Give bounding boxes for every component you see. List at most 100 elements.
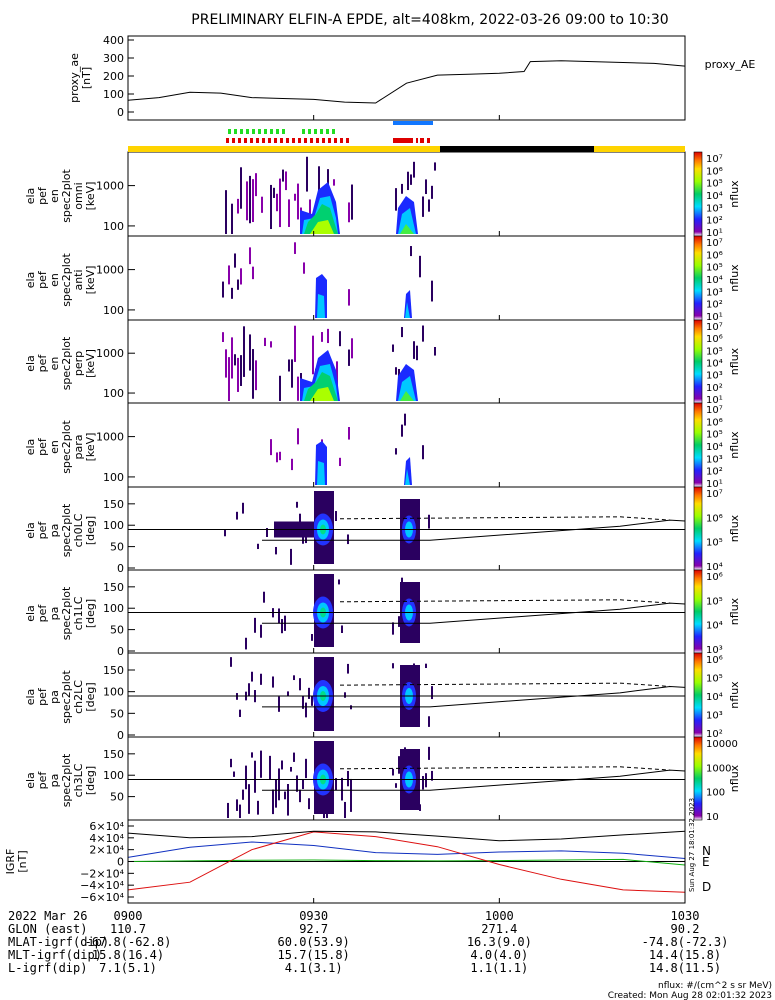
- spectrogram-pixel: [227, 802, 229, 818]
- y-axis-label-line: anti: [72, 269, 85, 290]
- science-zone-mark: [302, 129, 305, 134]
- spectrogram-pixel: [270, 184, 272, 230]
- spectrogram-pixel: [252, 266, 254, 280]
- sector-bar-red: [393, 138, 413, 143]
- y-axis-label: elapefpaspec2plotch2LC[deg]: [24, 670, 97, 724]
- tick-label: 100: [103, 471, 124, 484]
- footer-value: 15.8(16.4): [92, 948, 164, 962]
- colorbar-tick-label: 10⁶: [706, 417, 723, 428]
- spectrogram-pixel: [246, 181, 248, 221]
- spectrogram-pixel: [297, 428, 299, 445]
- spectrogram-pixel: [311, 634, 313, 641]
- flux-band: [405, 302, 410, 318]
- spectrogram-pixel: [237, 279, 239, 290]
- tick-label: 50: [110, 624, 124, 637]
- loss-cone-line: [262, 769, 686, 791]
- plot-title: PRELIMINARY ELFIN-A EPDE, alt=408km, 202…: [191, 12, 668, 28]
- colorbar-label: nflux: [728, 431, 741, 459]
- spectrogram-pixel: [228, 265, 230, 285]
- colorbar: 10⁶ 10⁵ 10⁴ 10³ nflux: [693, 569, 741, 656]
- spectrogram-pixel: [422, 325, 424, 342]
- colorbar-tick-label: 10⁵: [706, 430, 723, 441]
- spectrogram-pixel: [401, 424, 403, 437]
- spectrogram-pixel: [428, 746, 430, 760]
- y-axis-label-line: [deg]: [84, 599, 97, 628]
- spectrogram-pixel: [311, 695, 313, 706]
- spectrogram-pixel: [243, 326, 245, 377]
- spectrogram-pixel: [272, 789, 274, 815]
- y-axis-label-line: pa: [48, 607, 61, 621]
- spectrogram-pixel: [339, 457, 341, 467]
- panel-en-anti: 1000 100 elapefenspec2plotanti[keV]: [24, 235, 686, 321]
- spectrogram-pixel: [263, 591, 265, 603]
- y-axis-label-line: ela: [24, 272, 37, 289]
- y-axis-label-line: pef: [36, 771, 49, 790]
- spectrogram-pixel: [392, 622, 394, 635]
- y-axis-label-line: en: [48, 273, 61, 287]
- colorbar-tick-label: 10⁵: [706, 263, 723, 274]
- science-zone-mark: [270, 129, 273, 134]
- spectrogram-pixel: [275, 546, 277, 555]
- tick-label: 100: [103, 602, 124, 615]
- colorbar-tick-label: 10²: [706, 383, 723, 394]
- colorbar-gradient: [693, 569, 703, 654]
- spectrogram-pixel: [260, 624, 262, 638]
- colorbar-tick-label: 10⁷: [706, 489, 723, 500]
- spectrogram-pixel: [249, 175, 251, 224]
- spectrogram-pixel: [425, 663, 427, 669]
- spectrogram-pixel: [242, 502, 244, 514]
- tick-label: 0: [117, 856, 124, 869]
- spectrogram-pixel: [236, 511, 238, 520]
- spectrogram-pixel: [419, 255, 421, 278]
- y-axis-label-line: pa: [48, 774, 61, 788]
- spectrogram-pixel: [234, 354, 236, 366]
- spectrogram-pixel: [333, 179, 335, 186]
- tick-label: 0: [117, 645, 124, 658]
- footer-value: 271.4: [481, 922, 517, 936]
- flux-band: [405, 469, 410, 485]
- flux-band: [310, 387, 334, 401]
- y-axis-label-line: pef: [36, 687, 49, 706]
- tick-label: 150: [103, 498, 124, 511]
- spectrogram-pixel: [291, 458, 293, 471]
- tick-label: 200: [103, 70, 124, 83]
- spectrogram-pixel: [341, 777, 343, 801]
- colorbar-tick-label: 10⁷: [706, 238, 723, 249]
- footer-row-label: L-igrf(dip): [8, 961, 87, 975]
- panel-pa0: 150 100 50 0 elapefpaspec2plotch0LC[deg]: [24, 486, 686, 575]
- y-axis-label-line: [keV]: [84, 433, 97, 462]
- panel-pa3: 150 100 50 elapefpaspec2plotch3LC[deg]: [24, 736, 686, 821]
- flux-band: [317, 294, 325, 318]
- spectrogram-pixel: [392, 344, 394, 352]
- spectrogram-pixel: [225, 349, 227, 378]
- science-zone-mark: [276, 129, 279, 134]
- spectrogram-pixel: [290, 766, 292, 772]
- colorbar-tick-label: 10²: [706, 729, 723, 740]
- spectrogram-pixel: [395, 188, 397, 211]
- science-zone-mark: [326, 129, 329, 134]
- tick-label: 50: [110, 707, 124, 720]
- spectrogram-pixel: [264, 337, 266, 347]
- y-axis-label-line: perp: [72, 351, 85, 376]
- y-axis-label-line: spec2plot: [60, 503, 73, 557]
- footer-value: 1030: [671, 909, 700, 923]
- panel-en-perp: 1000 100 elapefenspec2plotperp[keV]: [24, 319, 686, 404]
- spectrogram-pixel: [281, 760, 283, 770]
- spectrogram-pixel: [395, 783, 397, 788]
- panel-pa1: 150 100 50 0 elapefpaspec2plotch1LC[deg]: [24, 569, 686, 658]
- spectrogram-pixel: [348, 289, 350, 306]
- spectrogram-pixel: [273, 187, 275, 198]
- colorbar-tick-label: 10⁵: [706, 538, 723, 549]
- tick-label: 1000: [96, 431, 124, 444]
- spectrogram-pixel: [296, 501, 298, 508]
- science-zone-mark: [234, 129, 237, 134]
- spectrogram-pixel: [296, 775, 298, 792]
- spectrogram-pixel: [305, 758, 307, 779]
- spectrogram-pixel: [287, 691, 289, 696]
- y-axis-label-line: ela: [24, 522, 37, 539]
- spectrogram-pixel: [245, 637, 247, 650]
- spectrogram-pixel: [228, 357, 230, 401]
- science-zone-mark: [314, 129, 317, 134]
- antiloss-cone-line: [339, 599, 671, 604]
